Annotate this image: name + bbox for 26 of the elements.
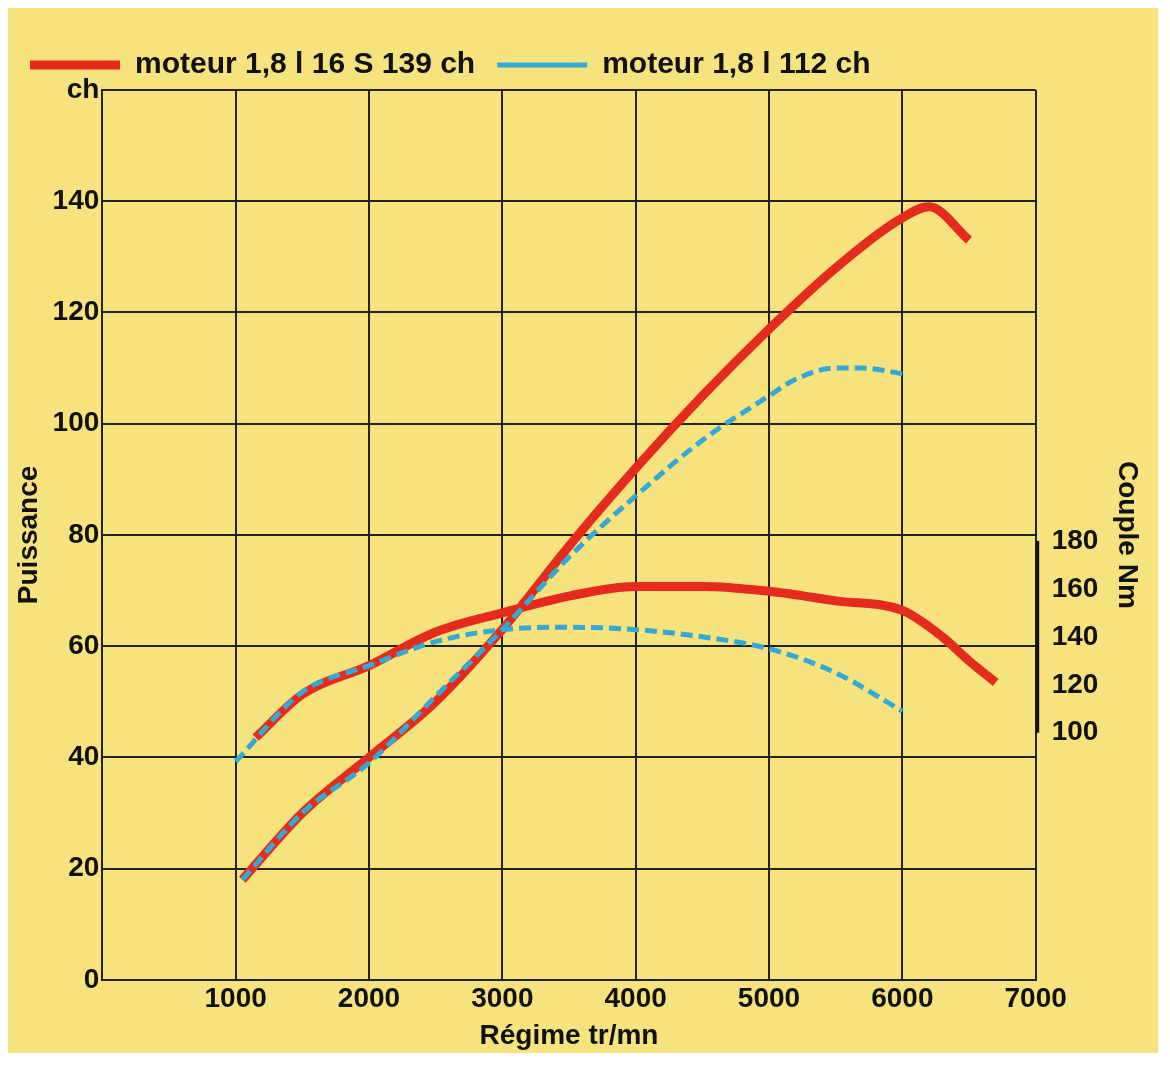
x-tick-label: 2000: [337, 982, 401, 1014]
y-tick-label: 60: [68, 628, 100, 660]
y-axis-title: Puissance: [11, 465, 43, 605]
legend-label: moteur 1,8 l 16 S 139 ch: [135, 46, 476, 80]
x-tick-label: 6000: [871, 982, 934, 1014]
x-axis-title: Régime tr/mn: [479, 1018, 659, 1050]
x-tick-label: 7000: [1004, 982, 1067, 1014]
x-tick-label: 5000: [737, 982, 801, 1014]
y-tick-label: 120: [52, 295, 100, 327]
y-tick-label: ch: [66, 72, 100, 104]
x-tick-label: 4000: [604, 982, 667, 1014]
y2-tick-label: 140: [1051, 619, 1099, 651]
y2-tick-label: 120: [1051, 667, 1099, 699]
y-tick-label: 20: [68, 851, 100, 883]
y2-tick-label: 100: [1051, 715, 1099, 747]
y-tick-label: 0: [83, 962, 100, 994]
y2-tick-label: 180: [1051, 523, 1099, 555]
x-tick-label: 3000: [471, 982, 534, 1014]
y2-tick-label: 160: [1051, 571, 1099, 603]
y-tick-label: 40: [68, 740, 100, 772]
y-tick-label: 100: [52, 406, 100, 438]
y2-axis-title: Couple Nm: [1113, 461, 1145, 609]
y-tick-label: 80: [68, 517, 100, 549]
x-tick-label: 1000: [204, 982, 267, 1014]
y-tick-label: 140: [52, 183, 100, 215]
legend-label: moteur 1,8 l 112 ch: [602, 46, 871, 80]
